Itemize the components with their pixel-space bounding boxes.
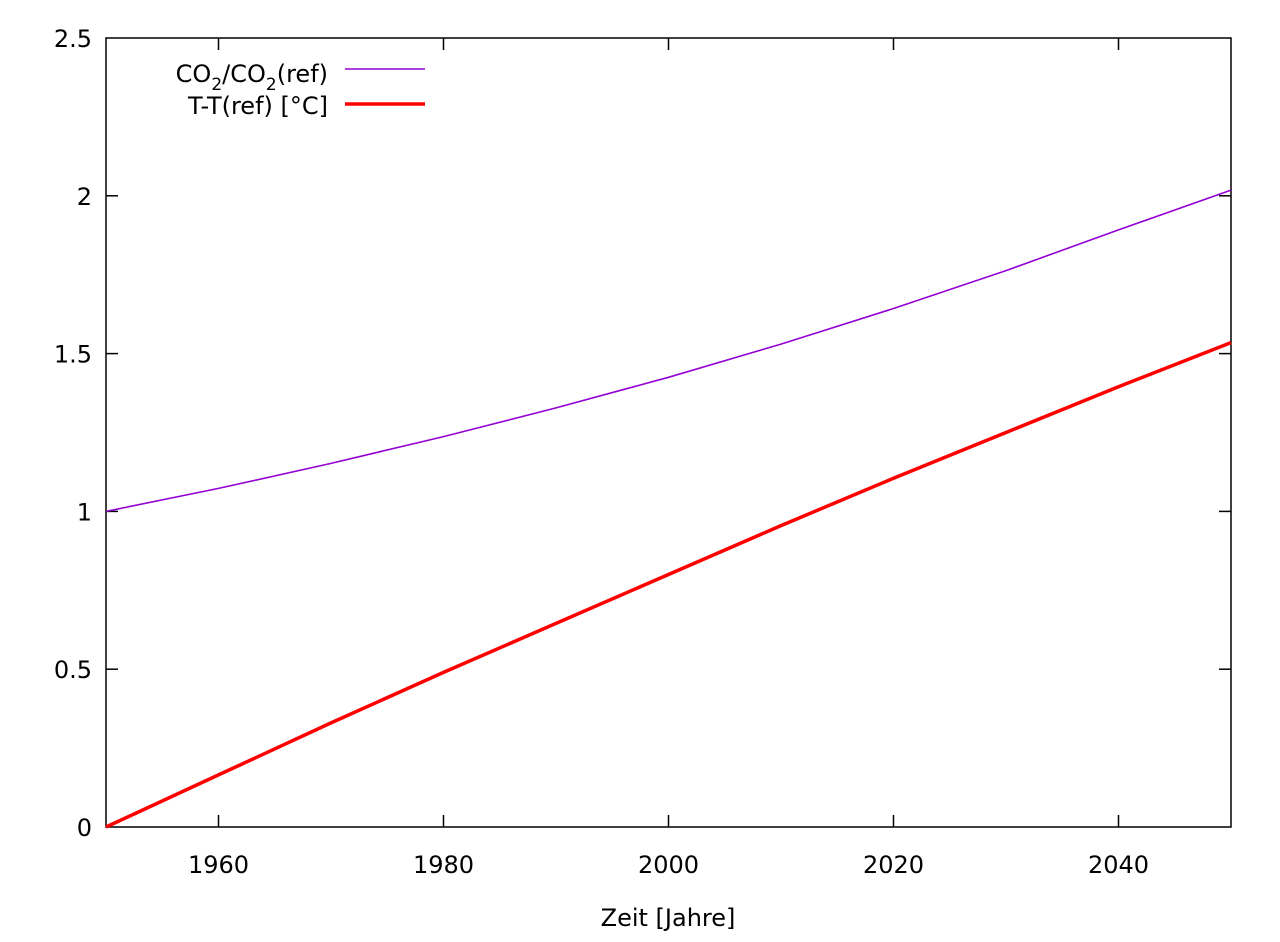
x-tick-label: 1980 — [413, 851, 474, 879]
legend: CO2/CO2(ref) T-T(ref) [°C] — [176, 60, 425, 120]
y-tick-label: 2.5 — [54, 25, 92, 53]
plot-frame — [105, 37, 1232, 828]
legend-label-temperature: T-T(ref) [°C] — [187, 92, 328, 120]
y-tick-label: 1.5 — [54, 341, 92, 369]
y-tick-label: 2 — [77, 183, 92, 211]
axis-ticks: 0 0.5 1 1.5 2 2.5 1960 1980 2000 2020 2040 — [54, 25, 1231, 879]
series-lines — [105, 189, 1232, 829]
x-tick-label: 2000 — [638, 851, 699, 879]
x-tick-label: 2020 — [863, 851, 924, 879]
series-line-temperature — [105, 340, 1232, 829]
y-tick-label: 0.5 — [54, 656, 92, 684]
x-axis-label: Zeit [Jahre] — [601, 904, 736, 932]
x-tick-label: 1960 — [188, 851, 249, 879]
series-line-co2 — [105, 189, 1232, 513]
y-tick-label: 1 — [77, 498, 92, 526]
y-tick-label: 0 — [77, 814, 92, 842]
x-tick-label: 2040 — [1088, 851, 1149, 879]
legend-label-co2: CO2/CO2(ref) — [176, 60, 328, 95]
